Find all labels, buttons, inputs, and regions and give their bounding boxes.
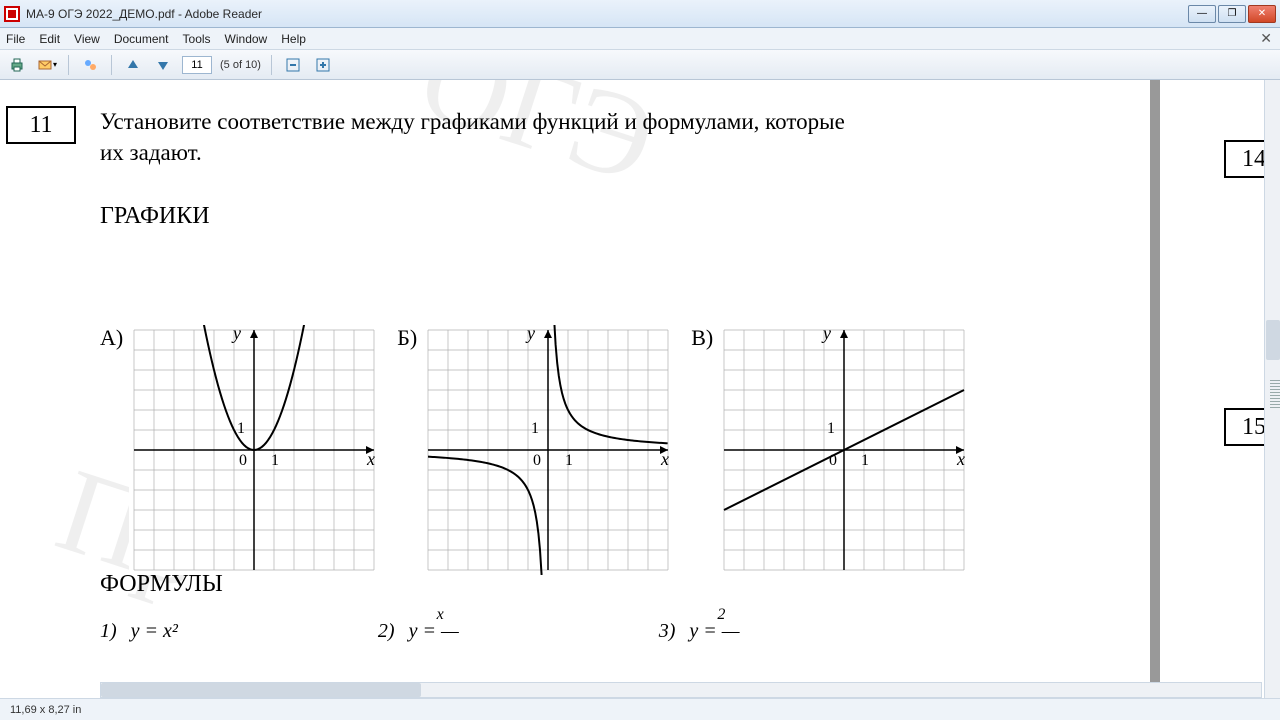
close-button[interactable]: ✕ (1248, 5, 1276, 23)
pdf-page: ОГЭ Пр 11 Установите соответствие между … (0, 80, 1150, 698)
toolbar-separator (68, 55, 69, 75)
formula-2-numerator: x (437, 606, 444, 624)
question-text-line1: Установите соответствие между графиками … (100, 109, 845, 134)
page-down-icon[interactable] (152, 54, 174, 76)
window-title: МА-9 ОГЭ 2022_ДЕМО.pdf - Adobe Reader (26, 7, 1188, 21)
menu-file[interactable]: File (6, 32, 25, 46)
svg-text:y: y (821, 325, 831, 343)
svg-text:x: x (660, 449, 669, 469)
svg-text:0: 0 (533, 452, 541, 469)
toolbar-separator (271, 55, 272, 75)
graph-c: В) 011xy (691, 325, 969, 575)
menu-edit[interactable]: Edit (39, 32, 60, 46)
page-up-icon[interactable] (122, 54, 144, 76)
formula-3-number: 3) (659, 620, 676, 643)
formula-3: 3) 2 y = — (659, 620, 740, 643)
svg-text:1: 1 (237, 420, 245, 437)
menu-help[interactable]: Help (281, 32, 306, 46)
svg-text:x: x (366, 449, 375, 469)
formula-1: 1) y = x² (100, 620, 178, 643)
menu-window[interactable]: Window (225, 32, 268, 46)
graphs-heading: ГРАФИКИ (100, 200, 210, 232)
formulas-heading: ФОРМУЛЫ (100, 568, 223, 600)
graph-c-label: В) (691, 325, 713, 575)
vertical-scroll-thumb[interactable] (1266, 320, 1280, 360)
minimize-button[interactable]: — (1188, 5, 1216, 23)
horizontal-scrollbar[interactable] (100, 682, 1262, 698)
formula-1-expr: y = x² (131, 620, 178, 643)
svg-text:x: x (956, 449, 965, 469)
graph-a-label: А) (100, 325, 123, 575)
menu-tools[interactable]: Tools (183, 32, 211, 46)
page-dimensions-label: 11,69 x 8,27 in (10, 704, 81, 716)
svg-text:0: 0 (239, 452, 247, 469)
graph-b-label: Б) (397, 325, 417, 575)
svg-text:1: 1 (531, 420, 539, 437)
page-number-input[interactable] (182, 56, 212, 74)
statusbar: 11,69 x 8,27 in (0, 698, 1280, 720)
svg-text:y: y (231, 325, 241, 343)
question-number-box: 11 (6, 106, 76, 144)
graph-a-plot: 0 1 1 x y (129, 325, 379, 575)
svg-text:1: 1 (271, 452, 279, 469)
svg-text:1: 1 (827, 420, 835, 437)
svg-text:1: 1 (861, 452, 869, 469)
toolbar-separator (111, 55, 112, 75)
adobe-reader-icon (4, 6, 20, 22)
graph-b: Б) 0 1 1 x y (397, 325, 673, 575)
graph-b-plot: 0 1 1 x y (423, 325, 673, 575)
question-text-line2: их задают. (100, 140, 202, 165)
zoom-out-icon[interactable] (282, 54, 304, 76)
formula-3-expr: y = — (689, 620, 739, 642)
page-count-label: (5 of 10) (220, 59, 261, 71)
maximize-button[interactable]: ❐ (1218, 5, 1246, 23)
next-page-sliver: 14 15 (1160, 80, 1280, 698)
print-icon[interactable] (6, 54, 28, 76)
menubar: File Edit View Document Tools Window Hel… (0, 28, 1280, 50)
formula-2-number: 2) (378, 620, 395, 643)
titlebar: МА-9 ОГЭ 2022_ДЕМО.pdf - Adobe Reader — … (0, 0, 1280, 28)
collaborate-icon[interactable] (79, 54, 101, 76)
horizontal-scroll-thumb[interactable] (101, 683, 421, 697)
formula-2-expr: y = — (409, 620, 459, 642)
svg-text:1: 1 (565, 452, 573, 469)
menu-document[interactable]: Document (114, 32, 169, 46)
document-viewport: ОГЭ Пр 11 Установите соответствие между … (0, 80, 1280, 698)
zoom-in-icon[interactable] (312, 54, 334, 76)
graph-a: А) 0 1 1 x y (100, 325, 379, 575)
splitter-handle[interactable] (1270, 380, 1280, 410)
toolbar: ▾ (5 of 10) (0, 50, 1280, 80)
formula-2: 2) x y = — (378, 620, 459, 643)
formula-1-number: 1) (100, 620, 117, 643)
graph-c-plot: 011xy (719, 325, 969, 575)
close-document-icon[interactable]: ✕ (1260, 30, 1272, 47)
formula-3-numerator: 2 (717, 606, 725, 624)
email-icon[interactable]: ▾ (36, 54, 58, 76)
svg-text:y: y (525, 325, 535, 343)
menu-view[interactable]: View (74, 32, 100, 46)
